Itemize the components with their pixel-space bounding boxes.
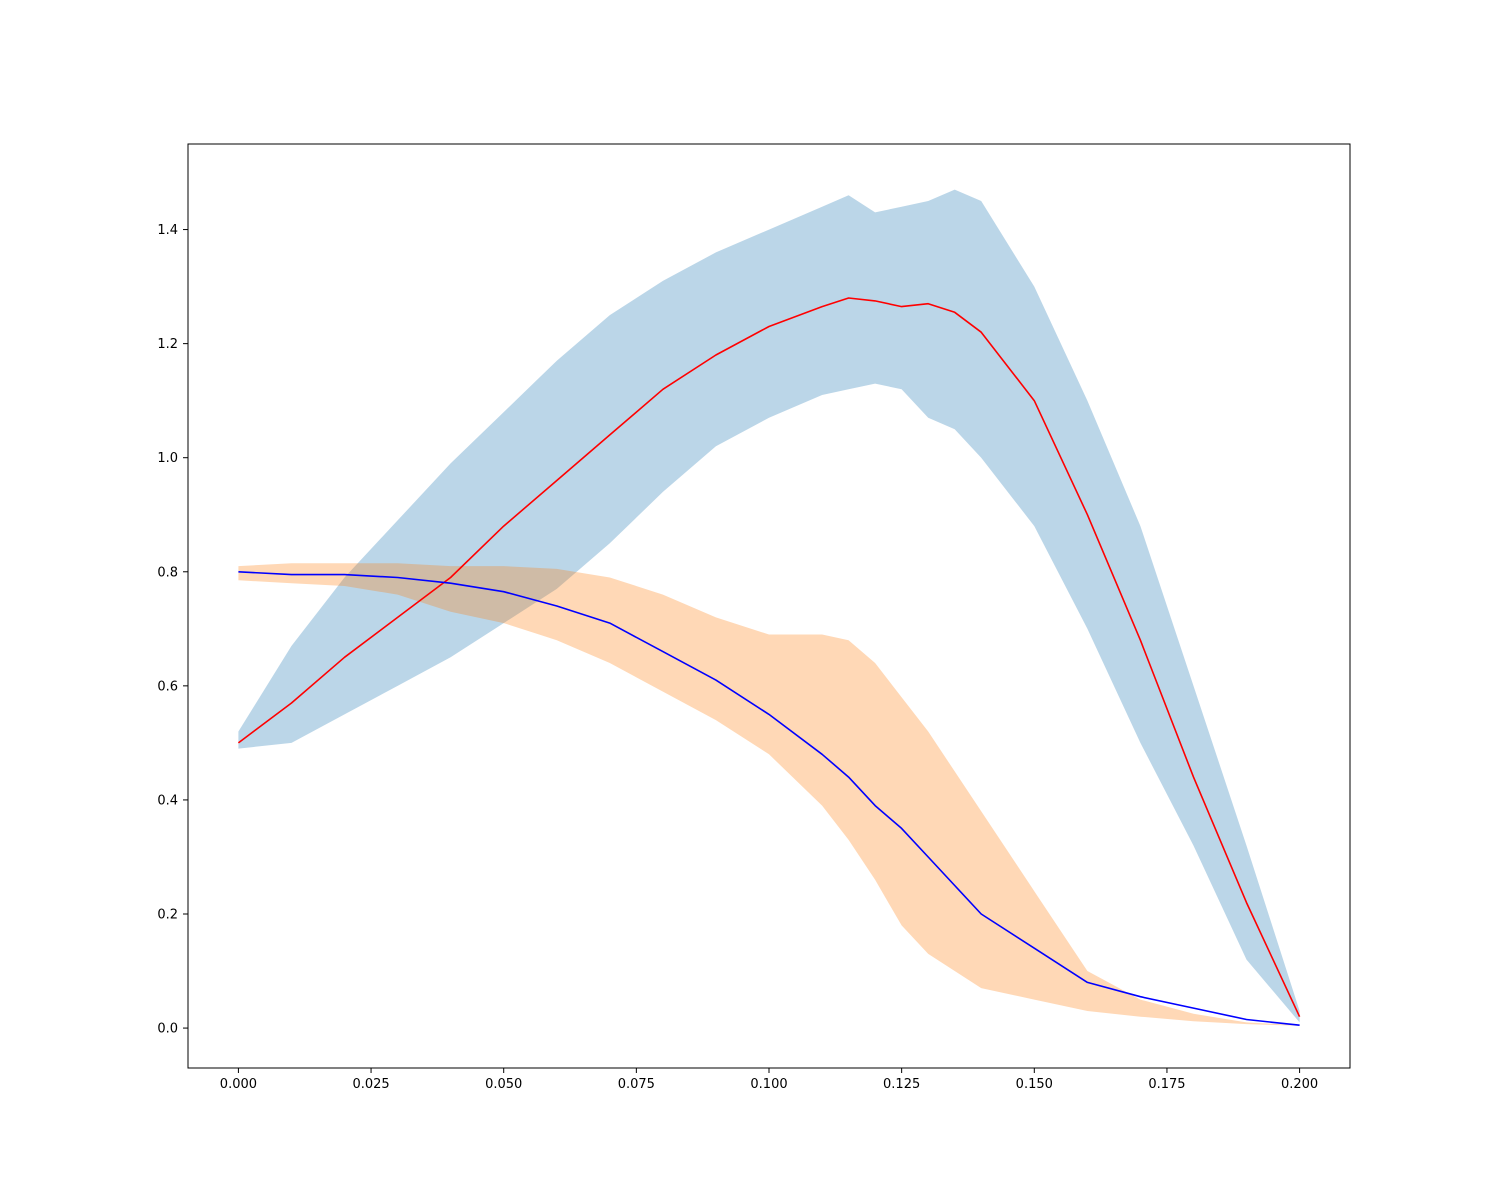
series-1-line bbox=[237, 297, 1301, 1018]
x-tick-label: 0.150 bbox=[1016, 1077, 1053, 1092]
y-tick-label: 0.4 bbox=[157, 793, 178, 808]
x-tick-label: 0.175 bbox=[1148, 1077, 1185, 1092]
x-axis: 0.000 0.025 0.050 0.075 0.100 0.125 0.150 0.175… bbox=[220, 1068, 1318, 1092]
series-2-band bbox=[238, 563, 1300, 1026]
x-tick-label: 0.050 bbox=[485, 1077, 522, 1092]
y-tick-label: 1.2 bbox=[157, 337, 178, 352]
x-tick-label: 0.125 bbox=[883, 1077, 920, 1092]
series-1-band bbox=[238, 189, 1300, 1023]
y-tick-label: 1.4 bbox=[157, 223, 178, 238]
series-2-line bbox=[238, 571, 1300, 1026]
x-tick-label: 0.100 bbox=[750, 1077, 787, 1092]
y-tick-label: 0.8 bbox=[157, 565, 178, 580]
x-tick-label: 0.025 bbox=[352, 1077, 389, 1092]
x-tick-label: 0.200 bbox=[1281, 1077, 1318, 1092]
x-tick-label: 0.000 bbox=[220, 1077, 257, 1092]
y-tick-label: 0.2 bbox=[157, 908, 178, 923]
series-lines bbox=[237, 297, 1301, 1026]
y-tick-label: 0.6 bbox=[157, 679, 178, 694]
y-tick-label: 1.0 bbox=[157, 451, 178, 466]
x-tick-label: 0.075 bbox=[618, 1077, 655, 1092]
y-axis: 0.0 0.2 0.4 0.6 0.8 1.0 1.2 1.4 bbox=[157, 223, 188, 1037]
uncertainty-bands bbox=[238, 189, 1300, 1026]
y-tick-label: 0.0 bbox=[157, 1022, 178, 1037]
